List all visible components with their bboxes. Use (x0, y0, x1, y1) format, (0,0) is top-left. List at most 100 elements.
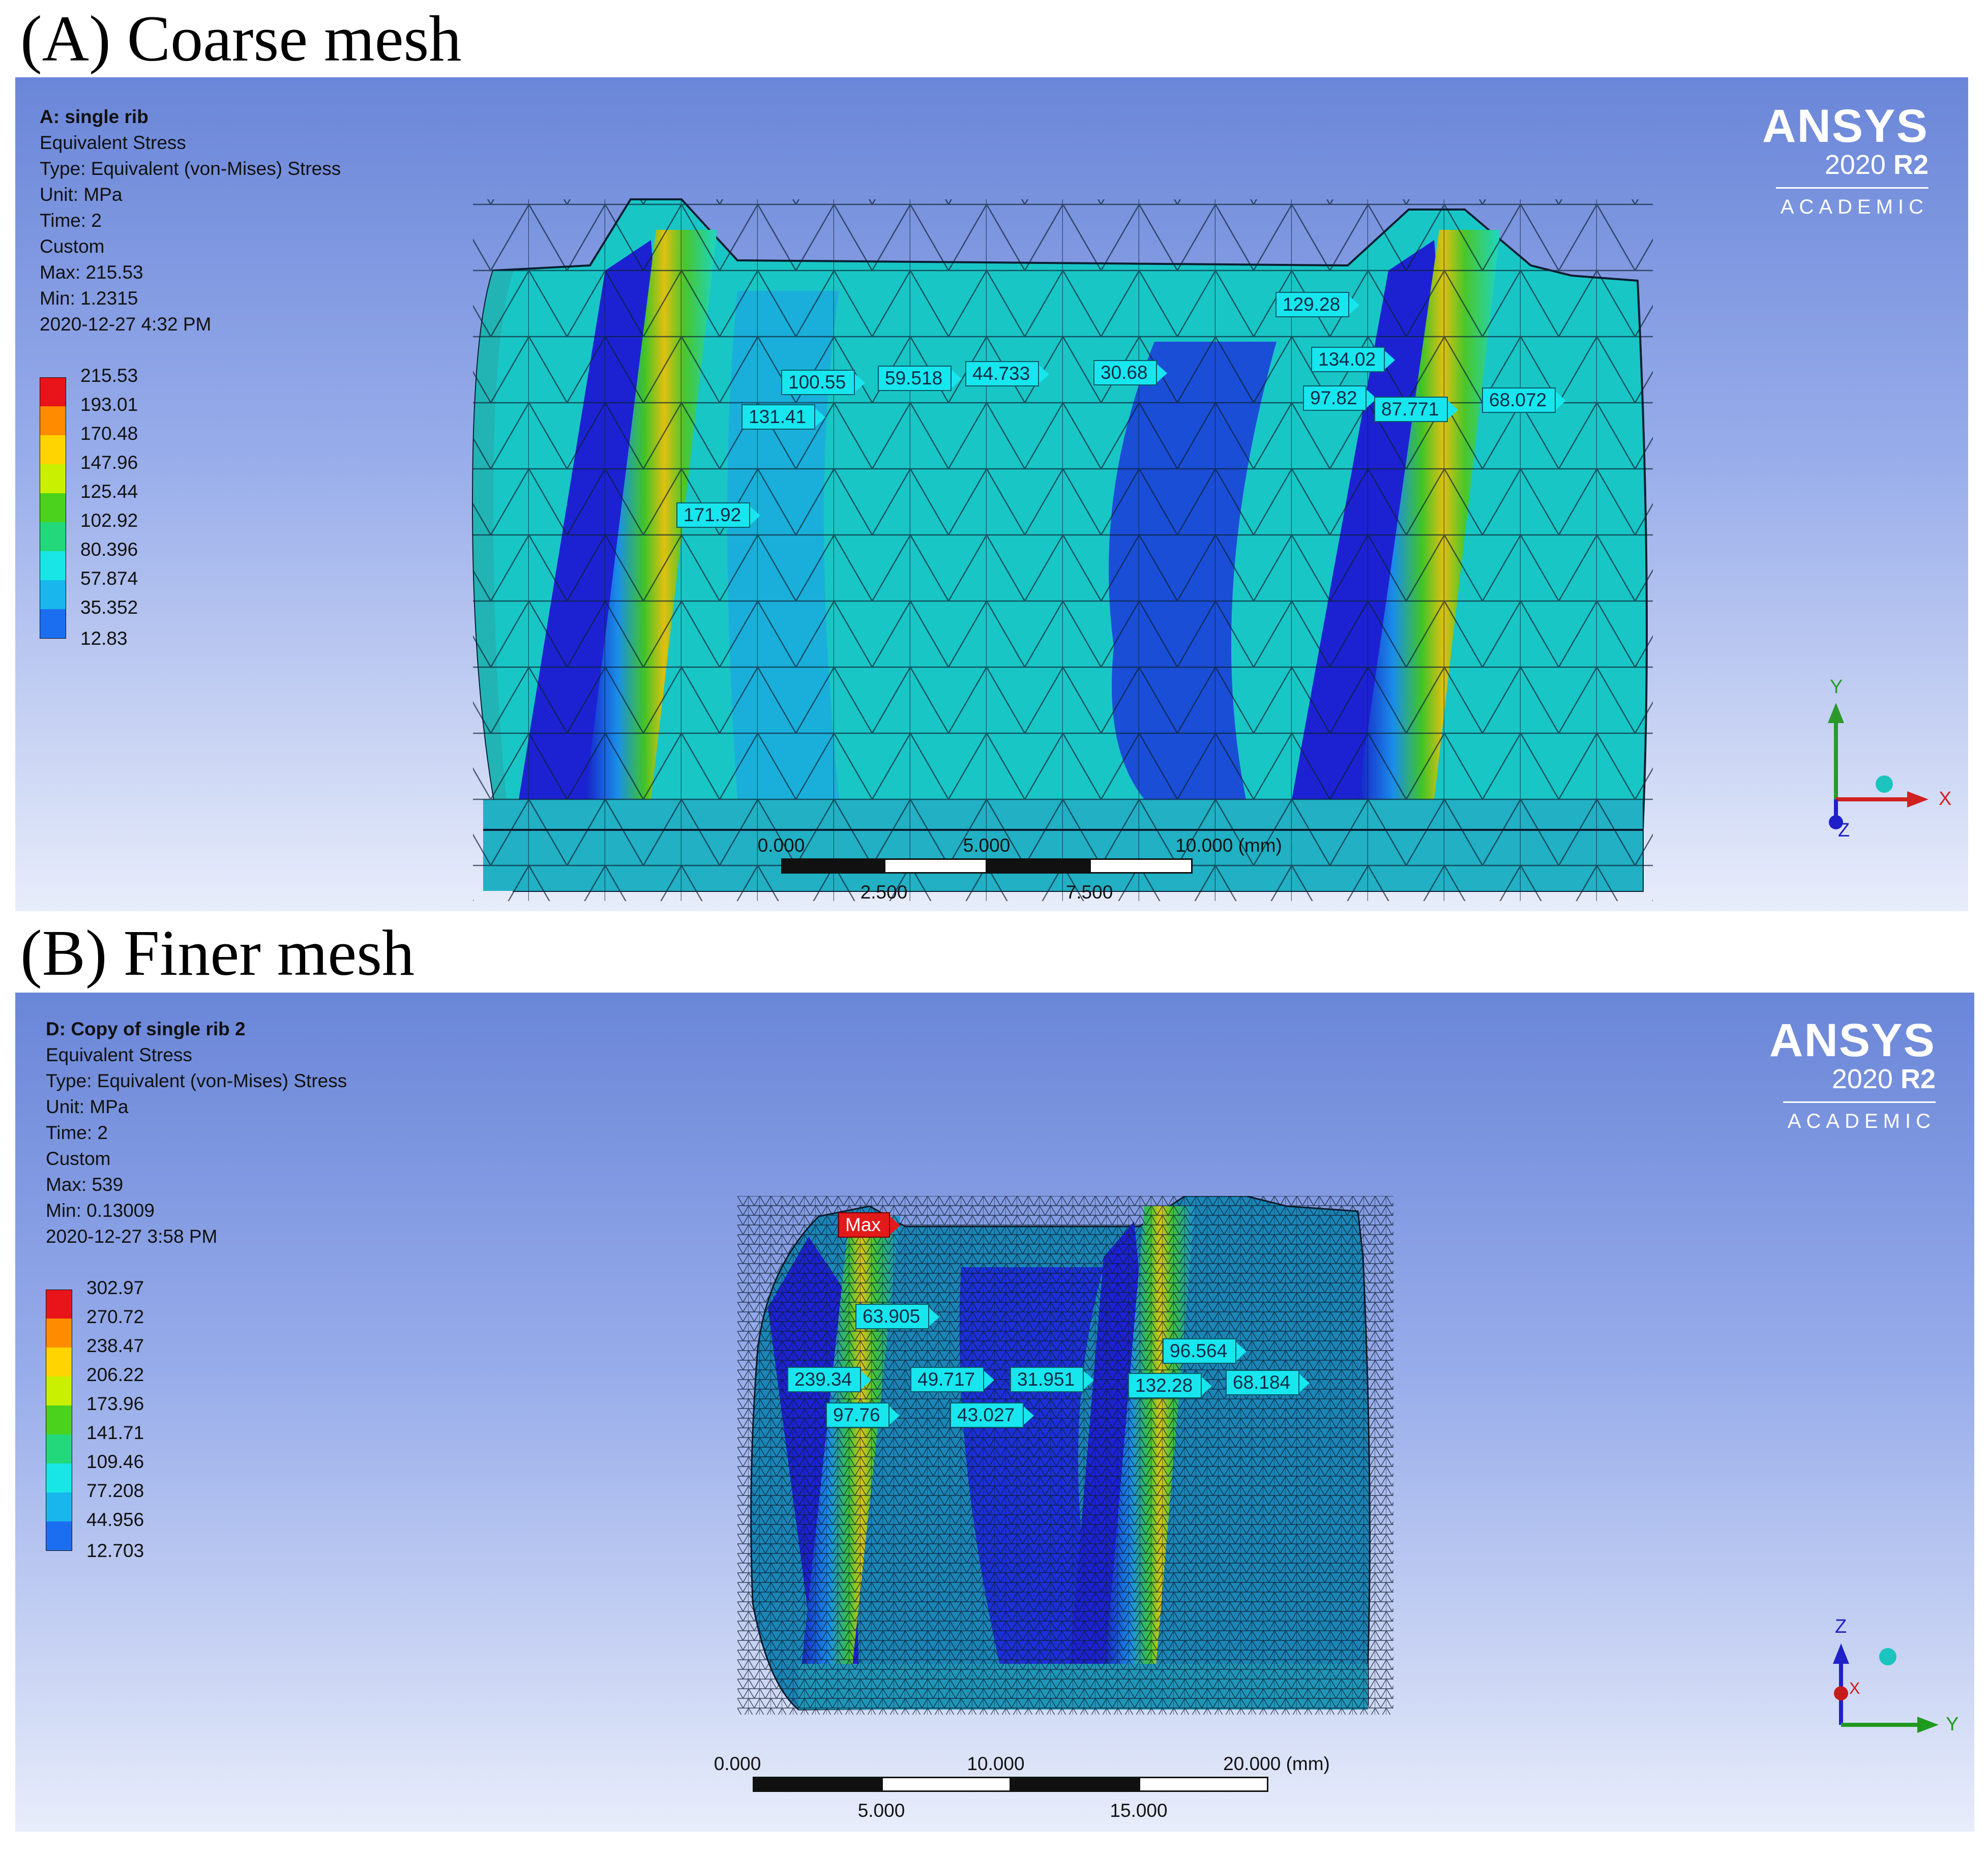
legend-swatch (40, 464, 66, 493)
probe-label[interactable]: 134.02 (1311, 347, 1396, 372)
info-line: 2020-12-27 4:32 PM (40, 314, 212, 335)
probe-label[interactable]: 96.564 (1163, 1338, 1247, 1364)
probe-label[interactable]: 87.771 (1374, 397, 1459, 422)
legend-swatch (46, 1290, 72, 1319)
legend-label: 80.396 (80, 539, 138, 560)
brand-version: 2020 (1824, 149, 1886, 180)
brand-release: R2 (1893, 149, 1928, 180)
legend-swatch (40, 406, 66, 435)
scale-tick: 20.000 (mm) (1223, 1753, 1330, 1774)
legend-swatch (40, 580, 66, 609)
legend-label: 12.703 (86, 1540, 144, 1561)
scale-segment (884, 858, 987, 874)
probe-label[interactable]: 171.92 (676, 502, 761, 528)
panel-b-heading: (B) Finer mesh (20, 917, 414, 989)
scale-tick: 7.500 (1065, 882, 1113, 903)
legend-label: 147.96 (80, 452, 138, 473)
scale-segment (987, 858, 1090, 874)
probe-label[interactable]: 63.905 (855, 1304, 940, 1329)
probe-label[interactable]: 31.951 (1010, 1367, 1094, 1392)
legend-swatch (46, 1405, 72, 1434)
scale-segment (1010, 1777, 1140, 1792)
probe-label[interactable]: 129.28 (1275, 292, 1360, 317)
probe-label[interactable]: 239.34 (787, 1367, 872, 1392)
result-title: D: Copy of single rib 2 (46, 1019, 246, 1039)
legend-label: 77.208 (86, 1480, 144, 1501)
scale-tick: 10.000 (mm) (1175, 835, 1282, 856)
probe-label[interactable]: 131.41 (741, 404, 826, 430)
probe-label[interactable]: 68.072 (1482, 387, 1566, 413)
legend-label: 125.44 (80, 481, 138, 502)
triad-arrows-icon (1828, 703, 1928, 829)
brand-name: ANSYS (1769, 1014, 1936, 1066)
scale-tick: 10.000 (967, 1753, 1025, 1774)
scale-bar-a: 0.000 5.000 10.000 (mm) 2.500 7.500 (758, 835, 1282, 906)
fea-model-fine[interactable] (737, 1196, 1393, 1715)
probe-label[interactable]: 68.184 (1226, 1370, 1310, 1395)
legend-label: 215.53 (80, 365, 138, 386)
axis-label-up: Y (1830, 676, 1843, 698)
scale-tick: 5.000 (963, 835, 1011, 856)
legend-swatch (40, 435, 66, 464)
info-line: Min: 1.2315 (40, 288, 138, 309)
max-probe-label[interactable]: Max (838, 1212, 900, 1238)
legend-label: 170.48 (80, 423, 138, 444)
legend-swatch (40, 377, 66, 407)
legend-label: 109.46 (86, 1451, 144, 1472)
brand-edition: ACADEMIC (1780, 196, 1928, 218)
scale-tick: 0.000 (757, 835, 805, 856)
probe-label[interactable]: 43.027 (950, 1402, 1034, 1428)
legend-swatch (40, 609, 66, 639)
probe-label[interactable]: 97.82 (1303, 385, 1377, 411)
axis-triad-a[interactable]: Y X Z (1795, 676, 1958, 865)
brand-edition: ACADEMIC (1787, 1110, 1936, 1132)
panel-a-viewport[interactable]: A: single rib Equivalent Stress Type: Eq… (15, 77, 1968, 911)
probe-label[interactable]: 49.717 (910, 1367, 995, 1392)
legend-swatch (46, 1463, 72, 1492)
legend-swatch (46, 1377, 72, 1405)
probe-label[interactable]: 44.733 (965, 361, 1050, 386)
info-line: Type: Equivalent (von-Mises) Stress (46, 1070, 347, 1091)
brand-name: ANSYS (1762, 100, 1928, 152)
legend-label: 193.01 (80, 394, 138, 415)
brand-version: 2020 (1831, 1064, 1893, 1094)
legend-label: 44.956 (86, 1509, 144, 1530)
scale-segment (881, 1777, 1011, 1792)
info-line: Equivalent Stress (46, 1044, 192, 1065)
axis-triad-b[interactable]: Z Y X (1800, 1603, 1963, 1786)
legend-swatch (46, 1492, 72, 1521)
legend-label: 270.72 (86, 1306, 144, 1327)
probe-label[interactable]: 30.68 (1093, 360, 1167, 385)
panel-a-heading: (A) Coarse mesh (20, 3, 462, 75)
legend-label: 141.71 (86, 1422, 144, 1443)
info-line: Custom (46, 1148, 111, 1169)
fea-model-coarse[interactable] (453, 138, 1663, 911)
probe-label[interactable]: 100.55 (781, 370, 866, 395)
scale-bar-b: 0.000 10.000 20.000 (mm) 5.000 15.000 (714, 1753, 1330, 1824)
scale-segment (1139, 1777, 1268, 1792)
brand-rule (1776, 187, 1928, 189)
ansys-brand-a: ANSYS 2020 R2 ACADEMIC (1762, 103, 1928, 218)
axis-label-up: Z (1835, 1616, 1847, 1637)
scale-tick: 5.000 (857, 1800, 905, 1821)
legend-label: 206.22 (86, 1364, 144, 1385)
axis-label-out: X (1849, 1679, 1860, 1697)
probe-label[interactable]: 59.518 (878, 366, 962, 391)
legend-swatch (40, 493, 66, 522)
legend-label: 57.874 (80, 568, 138, 589)
legend-swatch (46, 1319, 72, 1348)
info-line: Time: 2 (46, 1122, 108, 1143)
probe-label[interactable]: 132.28 (1128, 1373, 1212, 1398)
panel-b-viewport[interactable]: D: Copy of single rib 2 Equivalent Stres… (15, 993, 1974, 1832)
result-title: A: single rib (40, 106, 149, 127)
brand-release: R2 (1900, 1064, 1936, 1094)
scale-tick: 2.500 (860, 882, 908, 903)
triad-arrows-icon (1833, 1643, 1939, 1733)
probe-label[interactable]: 97.76 (826, 1402, 900, 1428)
axis-label-right: X (1939, 788, 1952, 810)
legend-swatch (40, 551, 66, 580)
legend-label: 238.47 (86, 1335, 144, 1356)
legend-swatch (46, 1348, 72, 1377)
info-line: 2020-12-27 3:58 PM (46, 1226, 218, 1247)
legend-swatch (40, 522, 66, 551)
